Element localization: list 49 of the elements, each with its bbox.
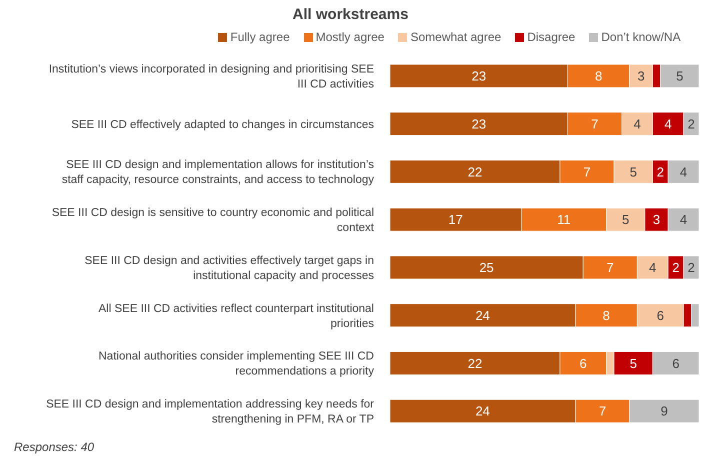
data-label: 24 [475,308,490,323]
data-label: 4 [634,116,641,132]
data-label: 5 [622,212,630,228]
data-label: 11 [557,212,571,228]
y-tick-label: Institution’s views incorporated in designing and prioritising SEE III CD activities [48,63,374,90]
data-label: 25 [479,260,494,276]
data-label: 22 [468,356,482,371]
data-label: 23 [472,116,486,132]
data-label: 17 [448,212,463,228]
data-label: 8 [594,68,602,84]
data-label: 4 [664,116,672,132]
data-label: 22 [468,164,482,180]
legend-label: Fully agree [229,30,290,44]
data-label: 4 [680,164,688,180]
data-label: 5 [630,356,637,371]
data-label: 7 [598,404,606,419]
data-label: 7 [606,260,614,276]
data-label: 4 [649,260,656,276]
data-label: 6 [580,356,587,371]
data-label: 8 [602,308,610,323]
legend-label: Don’t know/NA [600,30,681,44]
chart-title: All workstreams [292,5,410,25]
data-label: 4 [680,212,688,228]
data-label: 2 [656,164,664,180]
legend-label: Mostly agree [314,30,384,44]
data-label: 7 [583,164,591,180]
y-tick-label: SEE III CD design and implementation allows for institution’s staff capacity, resource constraints, and access to technology [62,159,374,186]
data-label: 9 [660,404,668,419]
y-tick-label: SEE III CD design and activities effectively target gaps in institutional capacity and processes [84,254,374,282]
data-label: 5 [676,68,684,84]
data-label: 5 [630,164,637,180]
legend-label: Somewhat agree [409,30,502,44]
data-label: 6 [656,308,664,323]
data-label: 2 [672,260,680,276]
data-label: 23 [472,68,486,84]
y-tick-label: SEE III CD design is sensitive to country economic and political context [52,207,375,234]
data-label: 3 [652,212,660,228]
y-tick-label: SEE III CD effectively adapted to changes in circumstances [71,118,374,131]
y-tick-label: SEE III CD design and implementation addressing key needs for strengthening in PFM, RA or TP [46,398,374,426]
legend-label: Disagree [526,30,576,44]
data-label: 24 [475,404,490,419]
data-label: 7 [591,116,598,132]
y-tick-label: All SEE III CD activities reflect counterpart institutional priorities [98,302,374,330]
y-tick-label: National authorities consider implementing SEE III CD recommendations a priority [98,350,374,378]
data-label: 6 [672,356,680,371]
data-label: 3 [637,68,645,84]
text: Responses: 40 [14,440,94,454]
data-label: 2 [688,116,695,132]
data-label: 2 [688,260,695,276]
